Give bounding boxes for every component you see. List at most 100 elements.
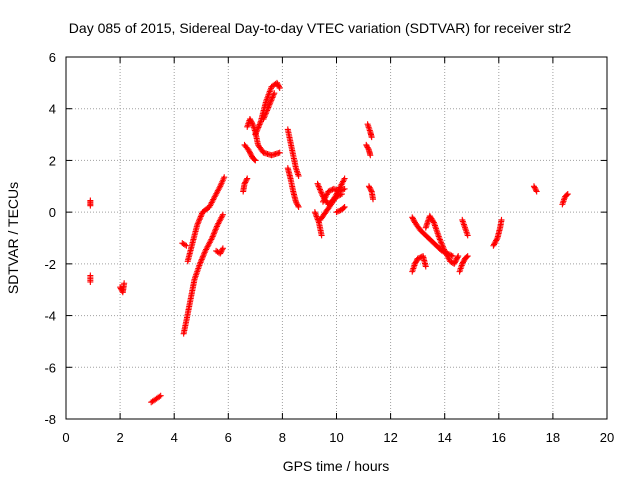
data-point <box>252 130 259 137</box>
data-point <box>459 259 466 266</box>
y-tick-label: 4 <box>49 102 56 117</box>
data-point <box>368 134 375 141</box>
x-tick-label: 10 <box>329 430 343 445</box>
data-point <box>209 233 216 240</box>
data-segment <box>179 240 190 249</box>
data-point <box>411 260 418 267</box>
y-tick-label: 6 <box>49 50 56 65</box>
data-point <box>156 393 163 400</box>
data-segment <box>87 272 94 285</box>
data-point <box>439 242 446 249</box>
x-tick-label: 8 <box>279 430 286 445</box>
data-point <box>117 284 124 291</box>
data-segment <box>180 211 226 337</box>
data-point <box>464 253 471 260</box>
data-point <box>198 212 205 219</box>
data-segment <box>284 126 302 179</box>
x-tick-label: 20 <box>600 430 614 445</box>
data-segment <box>559 191 571 208</box>
data-point <box>340 204 347 211</box>
data-point <box>295 203 302 210</box>
x-axis-label: GPS time / hours <box>283 458 390 474</box>
data-point <box>464 232 471 239</box>
data-point <box>318 190 325 197</box>
data-point <box>201 249 208 256</box>
x-tick-label: 4 <box>171 430 178 445</box>
data-point <box>194 222 201 229</box>
data-point <box>262 111 269 118</box>
data-point <box>441 246 448 253</box>
data-point <box>317 187 324 194</box>
data-point <box>410 216 417 223</box>
data-point <box>274 81 281 88</box>
data-point <box>255 124 262 131</box>
x-tick-label: 2 <box>116 430 123 445</box>
data-point <box>530 183 537 190</box>
data-point <box>341 203 348 210</box>
data-point <box>341 185 348 192</box>
data-point <box>248 119 255 126</box>
data-point <box>333 187 340 194</box>
data-point <box>328 187 335 194</box>
data-point <box>367 185 374 192</box>
x-tick-label: 16 <box>492 430 506 445</box>
data-segment <box>284 165 302 210</box>
data-point <box>261 114 268 121</box>
data-point <box>438 240 445 247</box>
data-point <box>264 107 271 114</box>
data-point <box>121 280 128 287</box>
data-point <box>253 128 260 135</box>
data-point <box>210 232 217 239</box>
data-point <box>217 250 224 257</box>
data-point <box>270 93 277 100</box>
data-point <box>451 260 458 267</box>
data-point <box>459 260 466 267</box>
data-point <box>265 104 272 111</box>
data-segment <box>87 197 94 209</box>
data-point <box>269 94 276 101</box>
data-point <box>212 227 219 234</box>
data-point <box>364 144 371 151</box>
data-point <box>366 184 373 191</box>
data-point <box>247 117 254 124</box>
data-point <box>198 257 205 264</box>
data-point <box>532 185 539 192</box>
data-point <box>242 178 249 185</box>
data-point <box>367 187 374 194</box>
data-point <box>241 180 248 187</box>
data-point <box>182 241 189 248</box>
data-point <box>451 259 458 266</box>
data-point <box>491 241 498 248</box>
data-point <box>217 249 224 256</box>
data-point <box>332 186 339 193</box>
data-point <box>195 217 202 224</box>
data-point <box>198 256 205 263</box>
y-tick-label: -2 <box>44 257 56 272</box>
data-point <box>336 188 343 195</box>
data-point <box>194 220 201 227</box>
data-point <box>263 108 270 115</box>
data-point <box>563 191 570 198</box>
data-point <box>268 95 275 102</box>
data-segment <box>490 216 505 249</box>
data-point <box>531 184 538 191</box>
data-point <box>493 236 500 243</box>
axis-ticks: 0 2 4 6 8 10 12 14 16 18 20 -8 -6 -4 -2 0 2 4 6 <box>44 50 614 445</box>
data-point <box>295 172 302 179</box>
data-point <box>197 259 204 266</box>
data-point <box>270 91 277 98</box>
data-point <box>367 152 374 159</box>
data-point <box>267 100 274 107</box>
data-point <box>413 258 420 265</box>
data-point <box>87 197 94 204</box>
data-point <box>326 187 333 194</box>
data-point <box>201 250 208 257</box>
data-point <box>340 186 347 193</box>
data-point <box>252 157 259 164</box>
data-point <box>245 147 252 154</box>
data-point <box>439 243 446 250</box>
data-point <box>195 219 202 226</box>
data-segment <box>240 175 251 195</box>
y-tick-label: 0 <box>49 205 56 220</box>
data-point <box>265 103 272 110</box>
